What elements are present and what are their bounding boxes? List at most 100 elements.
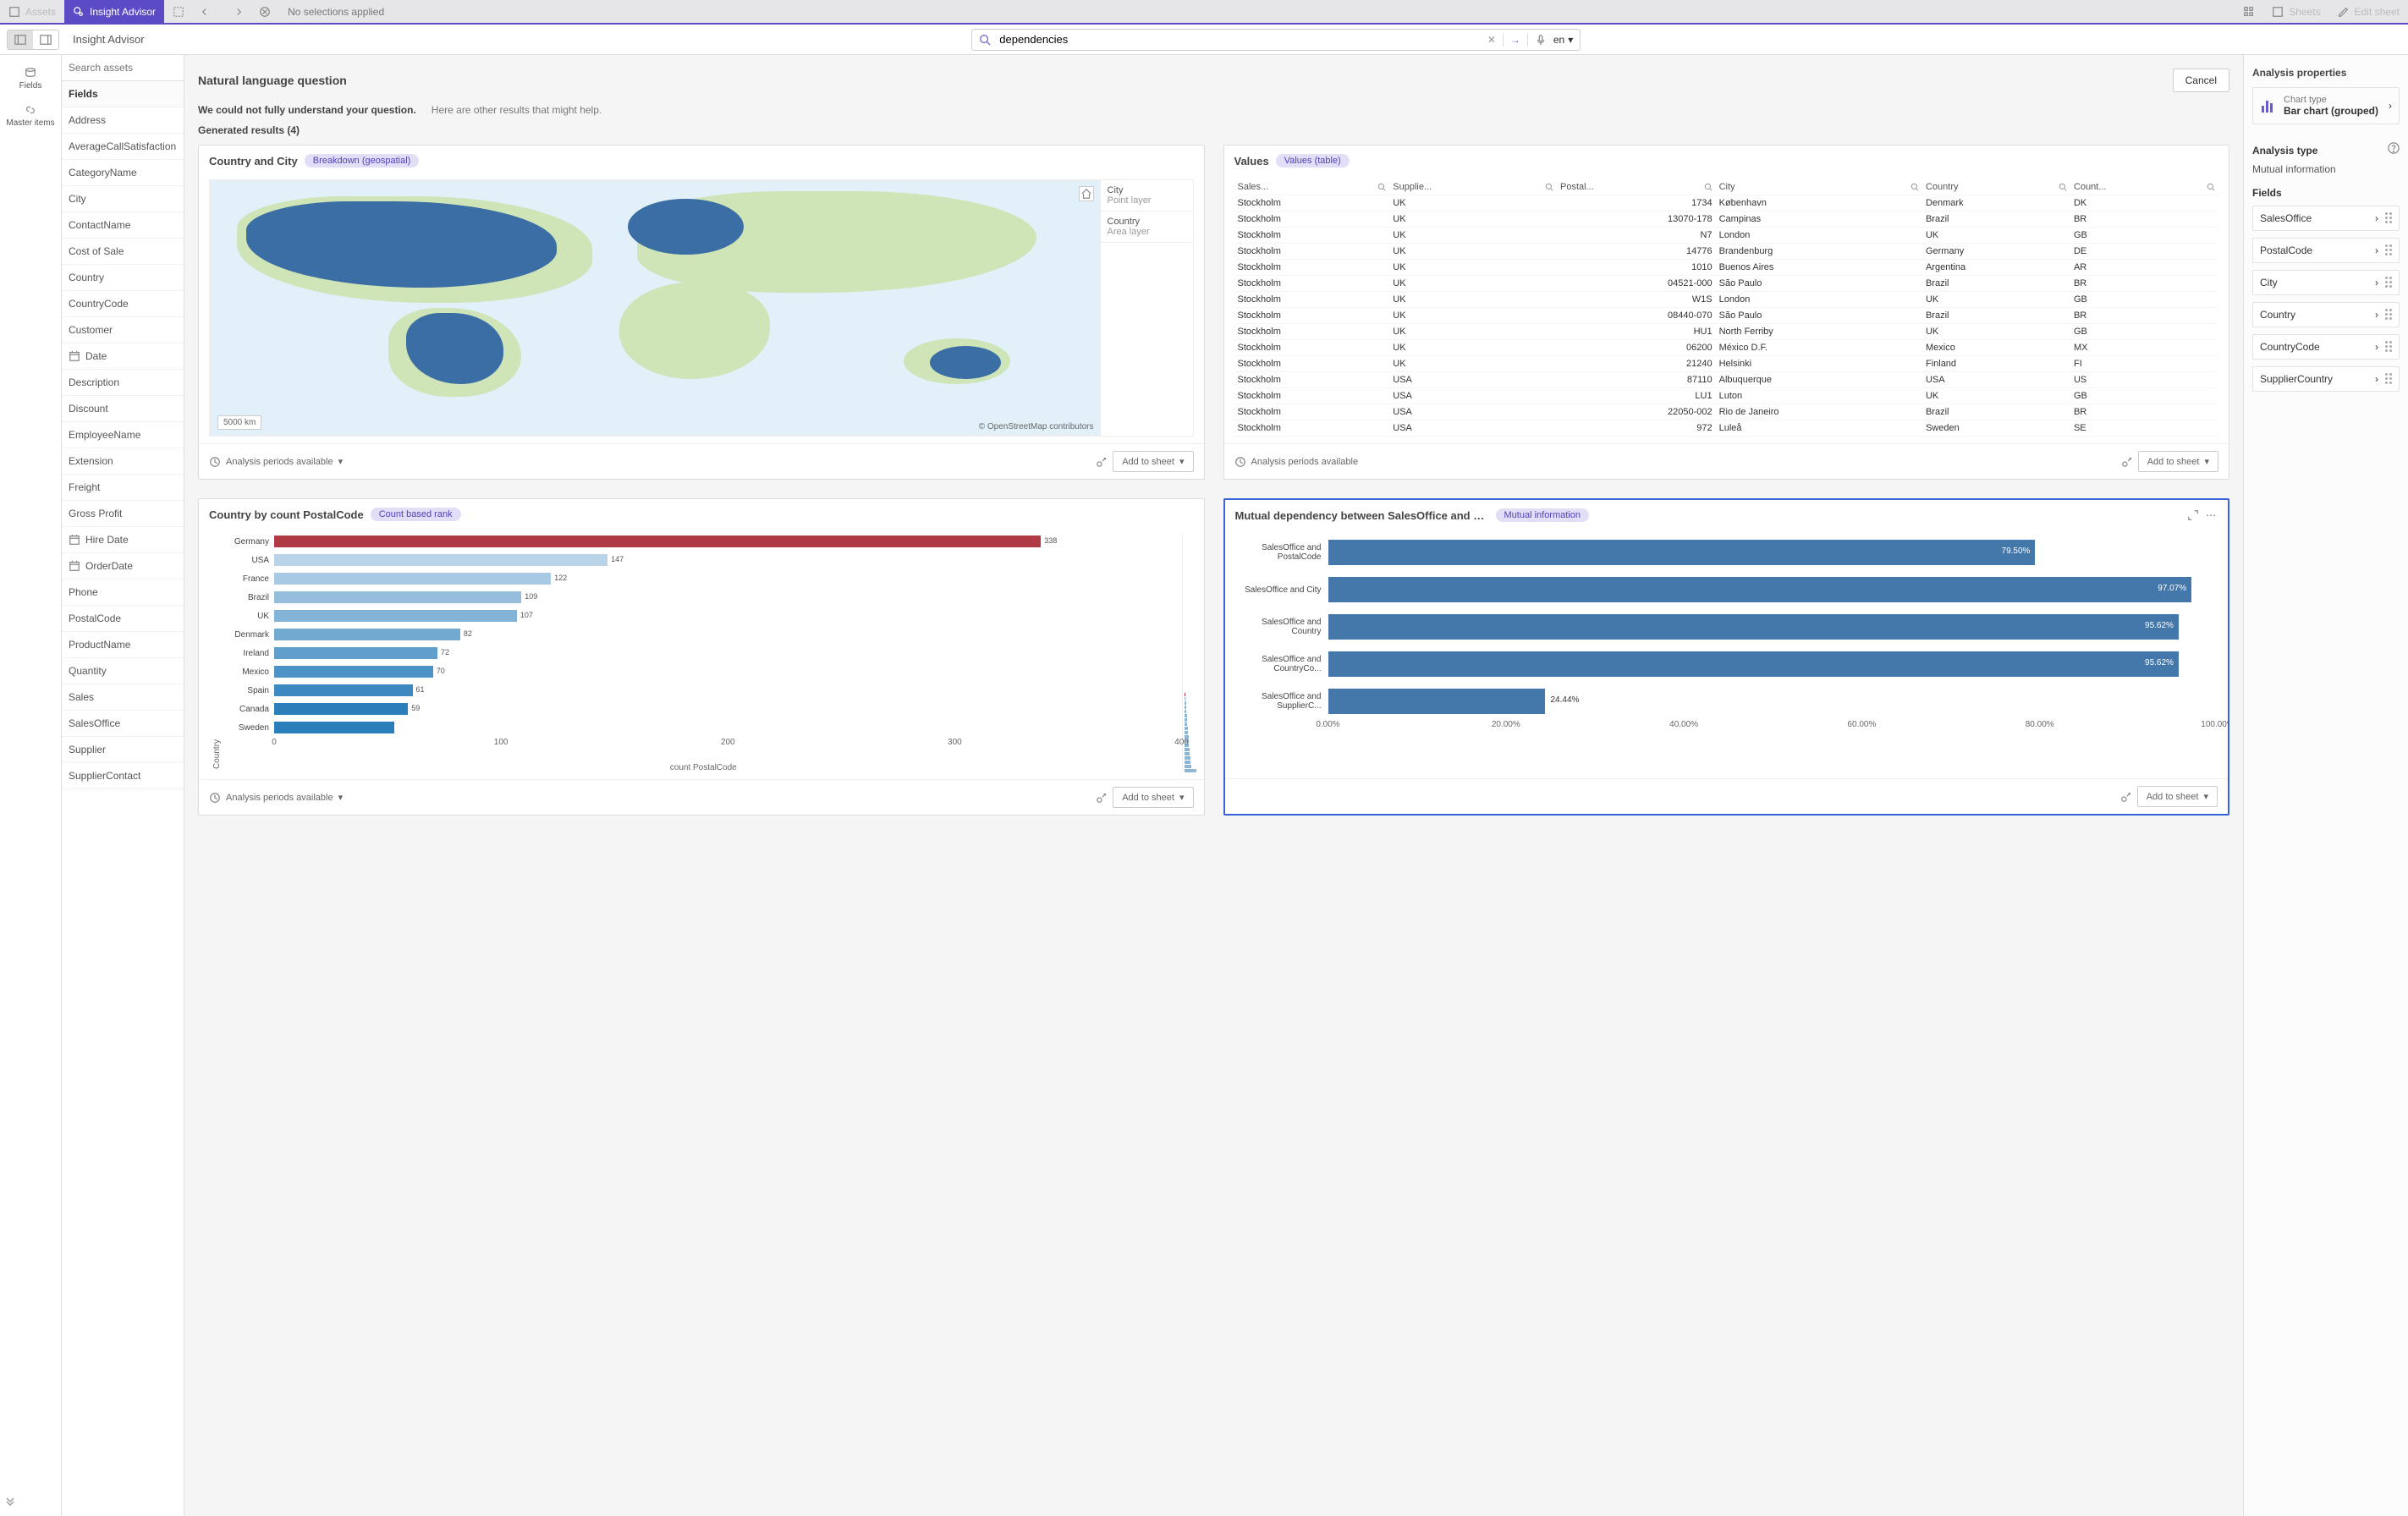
- drag-handle-icon[interactable]: [2385, 309, 2392, 321]
- table-row[interactable]: StockholmUSA22050-002Rio de JaneiroBrazi…: [1234, 404, 2219, 420]
- drag-handle-icon[interactable]: [2385, 244, 2392, 256]
- insight-advisor-button[interactable]: Insight Advisor: [64, 0, 164, 23]
- submit-search-icon[interactable]: →: [1510, 34, 1520, 46]
- step-back-button[interactable]: [193, 0, 222, 23]
- table-row[interactable]: StockholmUK1734KøbenhavnDenmarkDK: [1234, 195, 2219, 211]
- table-row[interactable]: StockholmUK14776BrandenburgGermanyDE: [1234, 244, 2219, 260]
- search-icon[interactable]: [1910, 183, 1919, 191]
- field-item[interactable]: Supplier: [62, 737, 184, 763]
- bar-row[interactable]: Ireland72: [225, 645, 1182, 662]
- bookmarks-button[interactable]: [2235, 0, 2263, 23]
- chart-type-selector[interactable]: Chart type Bar chart (grouped): [2252, 87, 2400, 124]
- field-item[interactable]: AverageCallSatisfaction: [62, 134, 184, 160]
- bar-row[interactable]: Sweden: [225, 719, 1182, 736]
- home-icon[interactable]: [1079, 186, 1094, 201]
- cancel-button[interactable]: Cancel: [2173, 69, 2229, 92]
- table-row[interactable]: StockholmUK21240HelsinkiFinlandFI: [1234, 356, 2219, 372]
- table-header[interactable]: Supplie...: [1389, 179, 1557, 195]
- field-item[interactable]: ContactName: [62, 212, 184, 239]
- bar-row[interactable]: Canada59: [225, 700, 1182, 717]
- table-row[interactable]: StockholmUK1010Buenos AiresArgentinaAR: [1234, 260, 2219, 276]
- field-item[interactable]: PostalCode: [62, 606, 184, 632]
- field-chip[interactable]: City: [2252, 270, 2400, 295]
- analysis-periods[interactable]: Analysis periods available: [1251, 457, 1359, 467]
- more-icon[interactable]: ⋯: [2206, 509, 2218, 521]
- table-header[interactable]: Country: [1922, 179, 2070, 195]
- table-row[interactable]: StockholmUK06200México D.F.MexicoMX: [1234, 340, 2219, 356]
- rail-fields[interactable]: Fields: [0, 60, 61, 97]
- table-row[interactable]: StockholmUKHU1North FerribyUKGB: [1234, 324, 2219, 340]
- search-icon[interactable]: [1545, 183, 1553, 191]
- field-item[interactable]: Customer: [62, 317, 184, 343]
- language-selector[interactable]: en ▾: [1553, 34, 1573, 46]
- field-item[interactable]: Country: [62, 265, 184, 291]
- field-item[interactable]: CategoryName: [62, 160, 184, 186]
- field-item[interactable]: Gross Profit: [62, 501, 184, 527]
- search-icon[interactable]: [2207, 183, 2215, 191]
- help-icon[interactable]: [2388, 142, 2400, 154]
- legend-country[interactable]: Country Area layer: [1101, 211, 1193, 243]
- bar-row[interactable]: Brazil109: [225, 589, 1182, 606]
- table-row[interactable]: StockholmUSALU1LutonUKGB: [1234, 388, 2219, 404]
- field-item[interactable]: Sales: [62, 684, 184, 711]
- field-item[interactable]: City: [62, 186, 184, 212]
- field-item[interactable]: EmployeeName: [62, 422, 184, 448]
- field-item[interactable]: ProductName: [62, 632, 184, 658]
- add-to-sheet-button[interactable]: Add to sheet▾: [1113, 451, 1193, 472]
- field-item[interactable]: Date: [62, 343, 184, 370]
- search-icon[interactable]: [2059, 183, 2067, 191]
- microphone-icon[interactable]: [1535, 34, 1547, 46]
- search-icon[interactable]: [1377, 183, 1386, 191]
- field-item[interactable]: Quantity: [62, 658, 184, 684]
- values-table[interactable]: Sales...Supplie...Postal...CityCountryCo…: [1234, 179, 2219, 437]
- fullscreen-icon[interactable]: [2187, 509, 2199, 521]
- step-forward-button[interactable]: [222, 0, 250, 23]
- field-chip[interactable]: CountryCode: [2252, 334, 2400, 360]
- search-icon[interactable]: [1704, 183, 1713, 191]
- expand-icon[interactable]: [3, 1497, 17, 1513]
- bar-row[interactable]: Mexico70: [225, 663, 1182, 680]
- rail-master-items[interactable]: Master items: [0, 97, 61, 135]
- table-header[interactable]: Count...: [2070, 179, 2218, 195]
- show-assets-toggle[interactable]: [8, 30, 33, 49]
- table-row[interactable]: StockholmUSA87110AlbuquerqueUSAUS: [1234, 372, 2219, 388]
- assets-search-input[interactable]: [62, 55, 184, 81]
- explore-icon[interactable]: [1096, 792, 1108, 804]
- table-header[interactable]: Postal...: [1557, 179, 1716, 195]
- field-chip[interactable]: PostalCode: [2252, 238, 2400, 263]
- explore-icon[interactable]: [2121, 456, 2133, 468]
- table-row[interactable]: StockholmUSA972LuleåSwedenSE: [1234, 420, 2219, 437]
- table-row[interactable]: StockholmUKW1SLondonUKGB: [1234, 292, 2219, 308]
- map-visualization[interactable]: 5000 km © OpenStreetMap contributors: [210, 180, 1100, 436]
- field-item[interactable]: Address: [62, 107, 184, 134]
- bar-row[interactable]: SalesOffice and SupplierC...24.44%: [1235, 683, 2218, 720]
- edit-sheet-button[interactable]: Edit sheet: [2329, 0, 2408, 23]
- field-item[interactable]: Description: [62, 370, 184, 396]
- bar-row[interactable]: UK107: [225, 607, 1182, 624]
- analysis-periods[interactable]: Analysis periods available: [226, 793, 333, 803]
- bar-row[interactable]: Denmark82: [225, 626, 1182, 643]
- table-row[interactable]: StockholmUKN7LondonUKGB: [1234, 228, 2219, 244]
- clear-search-icon[interactable]: ✕: [1487, 34, 1496, 46]
- mutual-bars[interactable]: SalesOffice and PostalCode79.50%SalesOff…: [1235, 534, 2218, 744]
- bar-row[interactable]: Germany338: [225, 533, 1182, 550]
- analysis-periods[interactable]: Analysis periods available: [226, 457, 333, 467]
- bar-row[interactable]: USA147: [225, 552, 1182, 568]
- add-to-sheet-button[interactable]: Add to sheet▾: [1113, 787, 1193, 808]
- explore-icon[interactable]: [1096, 456, 1108, 468]
- smart-search-button[interactable]: [164, 0, 193, 23]
- drag-handle-icon[interactable]: [2385, 277, 2392, 288]
- bar-row[interactable]: SalesOffice and Country95.62%: [1235, 608, 2218, 645]
- add-to-sheet-button[interactable]: Add to sheet▾: [2138, 451, 2218, 472]
- field-item[interactable]: Hire Date: [62, 527, 184, 553]
- drag-handle-icon[interactable]: [2385, 341, 2392, 353]
- field-item[interactable]: Phone: [62, 579, 184, 606]
- bar-row[interactable]: Spain61: [225, 682, 1182, 699]
- field-item[interactable]: Cost of Sale: [62, 239, 184, 265]
- bar-row[interactable]: SalesOffice and City97.07%: [1235, 571, 2218, 608]
- field-chip[interactable]: Country: [2252, 302, 2400, 327]
- drag-handle-icon[interactable]: [2385, 373, 2392, 385]
- explore-icon[interactable]: [2120, 791, 2132, 803]
- drag-handle-icon[interactable]: [2385, 212, 2392, 224]
- bar-row[interactable]: SalesOffice and CountryCo...95.62%: [1235, 645, 2218, 683]
